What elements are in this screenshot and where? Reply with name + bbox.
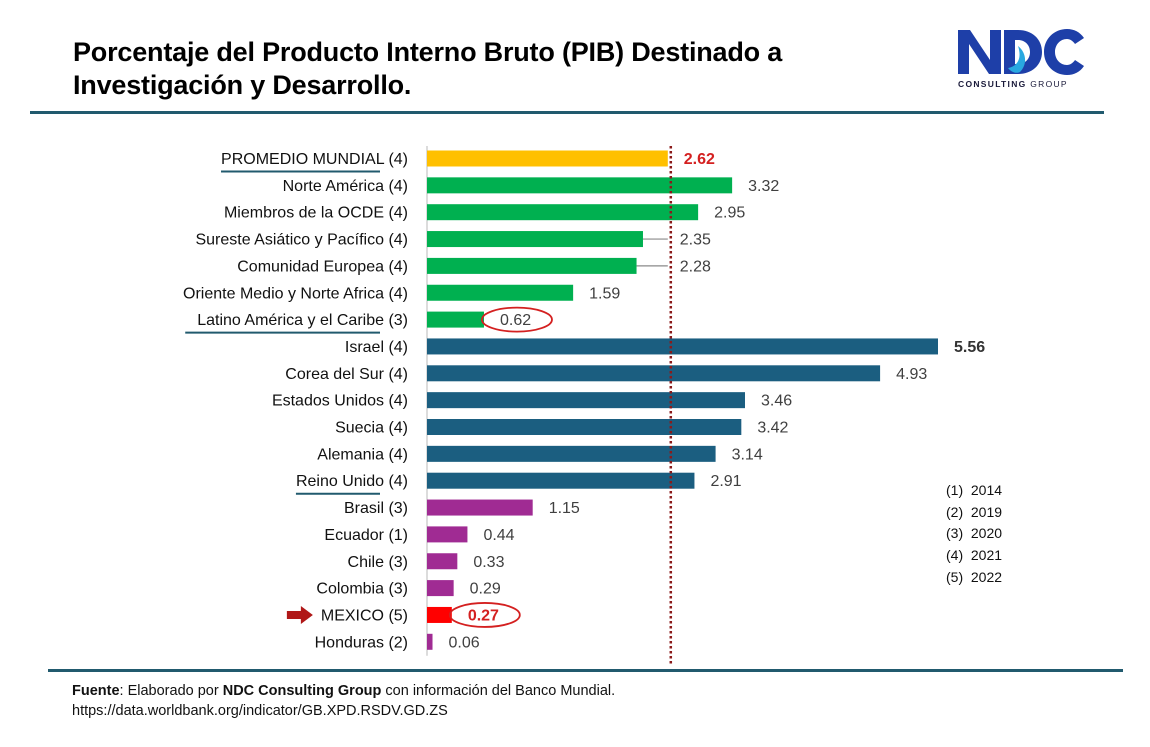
value-label: 2.35 — [680, 232, 711, 249]
logo-subtitle-bold: CONSULTING — [958, 79, 1027, 89]
value-label: 3.14 — [732, 446, 763, 463]
source-url: https://data.worldbank.org/indicator/GB.… — [72, 703, 448, 719]
bar — [427, 499, 533, 516]
bar — [427, 580, 454, 597]
legend-item: (2) 2019 — [946, 503, 1003, 520]
bar — [427, 150, 668, 167]
value-label: 5.56 — [954, 339, 985, 356]
bar — [427, 419, 742, 435]
source-line: Fuente: Elaborado por NDC Consulting Gro… — [72, 681, 615, 701]
category-label: Alemania (4) — [317, 446, 408, 463]
bar — [427, 177, 733, 194]
bar — [427, 257, 637, 274]
bar — [427, 311, 484, 328]
legend-item: (5) 2022 — [946, 568, 1003, 585]
value-label: 0.27 — [468, 607, 499, 624]
bar — [427, 284, 574, 301]
value-label: 1.59 — [589, 285, 620, 302]
value-label: 3.42 — [757, 420, 788, 437]
bar — [427, 392, 745, 409]
source-text-2: con información del Banco Mundial. — [381, 683, 616, 699]
logo-subtitle-rest: GROUP — [1026, 79, 1068, 89]
logo-subtitle: CONSULTING GROUP — [958, 79, 1068, 89]
legend-item: (4) 2021 — [946, 547, 1003, 564]
category-label: Norte América (4) — [283, 178, 408, 195]
category-label: Colombia (3) — [316, 581, 408, 598]
value-label: 1.15 — [549, 500, 580, 517]
bar — [427, 606, 452, 623]
value-label: 2.91 — [710, 473, 741, 490]
category-label: Latino América y el Caribe (3) — [197, 312, 408, 329]
category-label: Chile (3) — [348, 554, 408, 571]
category-label: Comunidad Europea (4) — [237, 258, 408, 275]
category-label: Miembros de la OCDE (4) — [224, 205, 408, 222]
value-label: 0.29 — [470, 581, 501, 598]
category-label: Ecuador (1) — [324, 527, 408, 544]
ndc-logo-mark-icon — [958, 29, 1084, 75]
category-label: Oriente Medio y Norte Africa (4) — [183, 285, 408, 302]
value-label: 2.62 — [684, 151, 715, 168]
ndc-logo — [950, 22, 1090, 94]
bar — [427, 365, 881, 382]
value-label: 2.28 — [680, 258, 711, 275]
bar — [427, 526, 468, 543]
category-label: Reino Unido (4) — [296, 473, 408, 490]
value-label: 3.32 — [748, 178, 779, 195]
value-label: 0.06 — [449, 634, 480, 651]
highlight-circle — [448, 602, 521, 628]
value-label: 2.95 — [714, 205, 745, 222]
bar — [427, 204, 699, 221]
category-label: Suecia (4) — [335, 420, 408, 437]
source-org: NDC Consulting Group — [222, 683, 382, 699]
category-label: Corea del Sur (4) — [285, 366, 408, 383]
source-text-1: : Elaborado por — [119, 683, 223, 699]
header-divider — [30, 111, 1104, 114]
bar — [427, 338, 938, 355]
footer-divider — [48, 669, 1123, 672]
source-label: Fuente — [72, 683, 120, 699]
chart-title: Porcentaje del Producto Interno Bruto (P… — [73, 36, 933, 102]
bar — [427, 553, 458, 570]
bar — [427, 445, 716, 462]
value-label: 0.62 — [500, 312, 531, 329]
category-label: Estados Unidos (4) — [272, 393, 408, 410]
highlight-circle — [481, 306, 553, 333]
category-label: Israel (4) — [345, 339, 408, 356]
value-label: 0.44 — [483, 527, 514, 544]
legend-item: (1) 2014 — [946, 482, 1003, 498]
source-note: Fuente: Elaborado por NDC Consulting Gro… — [72, 681, 615, 721]
category-label: MEXICO (5) — [321, 607, 408, 624]
bar — [427, 231, 643, 248]
arrow-right-icon — [286, 605, 313, 624]
category-label: Brasil (3) — [344, 500, 408, 517]
category-label: PROMEDIO MUNDIAL (4) — [221, 151, 408, 168]
title-line-1: Porcentaje del Producto Interno Bruto (P… — [73, 37, 783, 67]
legend-item: (3) 2020 — [946, 525, 1003, 542]
category-label: Sureste Asiático y Pacífico (4) — [195, 232, 408, 249]
value-label: 0.33 — [473, 554, 504, 571]
value-label: 3.46 — [761, 393, 792, 410]
title-line-2: Investigación y Desarrollo. — [73, 70, 412, 100]
bar — [427, 472, 695, 489]
value-label: 4.93 — [896, 366, 927, 383]
category-label: Honduras (2) — [315, 634, 408, 651]
bar — [427, 633, 433, 650]
year-legend: (1) 2014 (2) 2019 (3) 2020 (4) 2021 (5) … — [946, 480, 1002, 589]
